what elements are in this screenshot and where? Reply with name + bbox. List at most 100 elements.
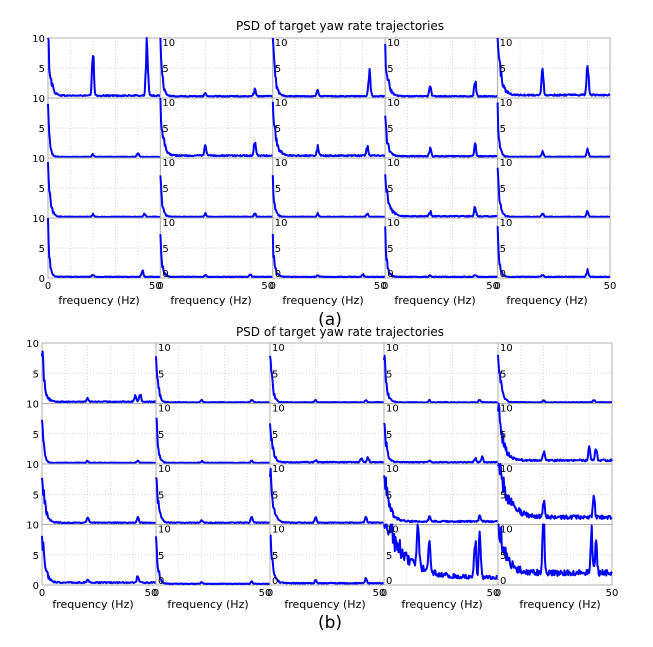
xtick-label: 50: [145, 588, 158, 599]
ytick-label: 10: [386, 343, 399, 354]
psd-trace-a-20: [496, 226, 611, 279]
ytick-label: 10: [32, 154, 45, 165]
psd-trace-b-17: [155, 536, 271, 586]
psd-panel-a-1: 5 10: [32, 34, 162, 99]
figure-a-title: PSD of target yaw rate trajectories: [236, 19, 444, 33]
psd-trace-a-18: [271, 233, 386, 279]
ytick-label: 5: [275, 244, 281, 255]
psd-trace-b-12: [155, 477, 271, 525]
psd-trace-a-5: [496, 37, 611, 97]
ytick-label: 10: [158, 404, 171, 415]
xlabel-a-5: frequency (Hz): [506, 294, 587, 307]
psd-panel-a-12: 5 10: [159, 157, 274, 219]
psd-trace-a-6: [47, 103, 161, 159]
ytick-label: 5: [275, 124, 281, 135]
psd-panel-b-6: 5 10: [26, 400, 157, 465]
ytick-label: 5: [39, 124, 45, 135]
panel-frame: [272, 157, 386, 219]
panel-frame: [47, 97, 161, 159]
ytick-label: 10: [32, 94, 45, 105]
xlabel-b-1: frequency (Hz): [52, 598, 133, 611]
ytick-label: 10: [272, 404, 285, 415]
psd-trace-b-6: [41, 419, 157, 465]
ytick-label: 0: [500, 576, 506, 587]
figure-a: PSD of target yaw rate trajectories 5105…: [32, 19, 616, 330]
ytick-label: 5: [500, 551, 506, 562]
psd-panel-a-4: 5 10: [384, 37, 499, 99]
figure-b-sublabel: (b): [318, 613, 342, 633]
xtick-label: 0: [45, 281, 51, 292]
xlabel-b-2: frequency (Hz): [167, 598, 248, 611]
ytick-label: 5: [500, 430, 506, 441]
ytick-label: 10: [26, 460, 39, 471]
ytick-label: 5: [275, 64, 281, 75]
psd-trace-a-7: [159, 97, 274, 158]
psd-panel-b-9: 5 10: [383, 403, 499, 465]
xlabel-b-3: frequency (Hz): [284, 598, 365, 611]
ytick-label: 10: [32, 34, 45, 45]
psd-panel-b-20: 0 5 10 0 50: [495, 523, 618, 599]
ytick-label: 10: [500, 464, 513, 475]
ytick-label: 10: [162, 98, 175, 109]
psd-trace-a-12: [159, 175, 274, 219]
ytick-label: 10: [387, 158, 400, 169]
ytick-label: 5: [272, 369, 278, 380]
ytick-label: 5: [162, 64, 168, 75]
psd-trace-b-11: [41, 477, 157, 525]
ytick-label: 10: [158, 525, 171, 536]
psd-trace-a-4: [384, 43, 498, 98]
psd-panel-b-7: 5 10: [155, 403, 271, 465]
ytick-label: 5: [387, 124, 393, 135]
ytick-label: 5: [33, 490, 39, 501]
ytick-label: 5: [275, 184, 281, 195]
xtick-label: 50: [604, 281, 617, 292]
ytick-label: 5: [500, 244, 506, 255]
panel-frame: [159, 217, 274, 279]
xtick-label: 0: [381, 588, 387, 599]
ytick-label: 10: [275, 158, 288, 169]
xtick-label: 50: [486, 281, 499, 292]
psd-panel-a-15: 5 10: [496, 157, 611, 219]
psd-trace-a-14: [384, 174, 498, 218]
ytick-label: 5: [158, 369, 164, 380]
xtick-label: 0: [495, 588, 501, 599]
xtick-label: 0: [39, 588, 45, 599]
ytick-label: 10: [387, 38, 400, 49]
ytick-label: 0: [387, 269, 393, 280]
psd-panel-b-15: 5 10: [497, 463, 613, 525]
xtick-label: 50: [261, 281, 274, 292]
psd-panel-a-10: 5 10: [496, 97, 611, 159]
xtick-label: 50: [259, 588, 272, 599]
ytick-label: 10: [500, 218, 513, 229]
ytick-label: 0: [272, 576, 278, 587]
ytick-label: 5: [33, 430, 39, 441]
panel-frame: [497, 217, 611, 279]
ytick-label: 5: [162, 184, 168, 195]
ytick-label: 10: [500, 525, 513, 536]
ytick-label: 5: [162, 124, 168, 135]
panel-frame: [159, 157, 274, 219]
psd-trace-b-20: [497, 523, 613, 577]
psd-panel-b-2: 5 10: [155, 342, 271, 404]
psd-trace-b-4: [383, 354, 499, 404]
ytick-label: 10: [158, 464, 171, 475]
ytick-label: 10: [272, 525, 285, 536]
xlabel-a-4: frequency (Hz): [394, 294, 475, 307]
ytick-label: 5: [387, 244, 393, 255]
psd-trace-b-8: [269, 423, 385, 464]
xtick-label: 0: [267, 588, 273, 599]
psd-trace-b-9: [383, 422, 499, 464]
panel-frame: [384, 97, 499, 159]
ytick-label: 10: [158, 343, 171, 354]
ytick-label: 10: [500, 343, 513, 354]
ytick-label: 0: [275, 269, 281, 280]
psd-panel-a-9: 5 10: [384, 97, 499, 159]
xlabel-b-4: frequency (Hz): [401, 598, 482, 611]
psd-trace-b-15: [497, 463, 613, 520]
ytick-label: 10: [386, 404, 399, 415]
psd-trace-b-18: [269, 534, 385, 585]
panel-frame: [47, 157, 161, 219]
